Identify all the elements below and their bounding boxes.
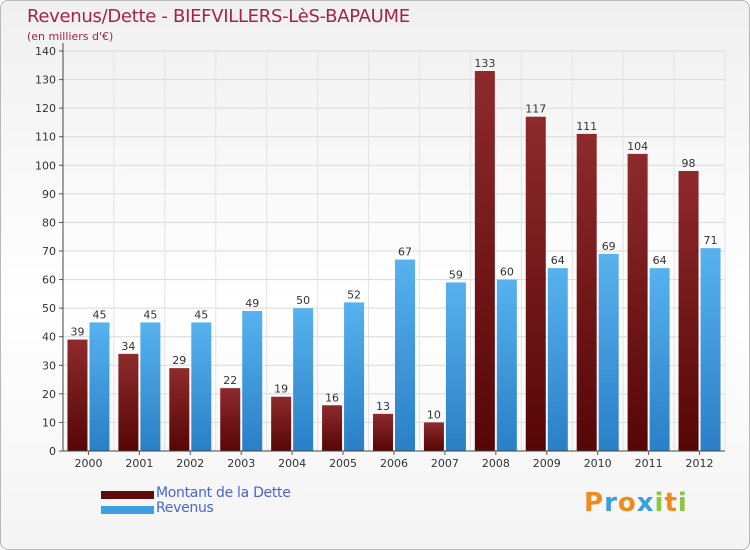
data-label-dette-2008: 133 xyxy=(474,57,495,70)
legend-label-dette: Montant de la Dette xyxy=(156,485,291,501)
bar-revenus-2005 xyxy=(344,302,365,451)
data-label-revenus-2012: 71 xyxy=(704,234,718,247)
y-tick-label: 120 xyxy=(35,102,56,115)
bar-dette-2007 xyxy=(423,422,444,451)
bar-revenus-2010 xyxy=(598,253,619,451)
bar-dette-2000 xyxy=(67,339,88,451)
bar-dette-2010 xyxy=(576,133,597,451)
x-tick-label-2000: 2000 xyxy=(74,457,102,470)
bar-revenus-2008 xyxy=(496,279,517,451)
x-tick-label-2006: 2006 xyxy=(380,457,408,470)
y-tick-label: 0 xyxy=(49,445,56,458)
bar-dette-2008 xyxy=(474,71,495,451)
bar-revenus-2000 xyxy=(89,322,110,451)
bar-revenus-2007 xyxy=(445,282,466,451)
data-label-revenus-2006: 67 xyxy=(398,246,412,259)
data-label-revenus-2000: 45 xyxy=(92,308,106,321)
logo-letter: i xyxy=(654,488,665,518)
proxiti-logo: Proxiti xyxy=(584,488,688,518)
bar-dette-2004 xyxy=(271,396,292,451)
x-tick-label-2010: 2010 xyxy=(584,457,612,470)
bar-revenus-2004 xyxy=(293,308,314,451)
data-label-revenus-2005: 52 xyxy=(347,288,361,301)
y-tick-label: 10 xyxy=(42,416,56,429)
data-label-dette-2010: 111 xyxy=(576,120,597,133)
bar-dette-2011 xyxy=(627,153,648,451)
legend-label-revenus: Revenus xyxy=(156,500,214,516)
data-label-dette-2006: 13 xyxy=(376,400,390,413)
x-tick-label-2007: 2007 xyxy=(431,457,459,470)
data-label-dette-2004: 19 xyxy=(274,383,288,396)
logo-letter: o xyxy=(617,488,637,518)
bar-revenus-2001 xyxy=(140,322,161,451)
data-label-revenus-2008: 60 xyxy=(500,266,514,279)
data-label-revenus-2010: 69 xyxy=(602,240,616,253)
data-label-revenus-2007: 59 xyxy=(449,268,463,281)
logo-letter: t xyxy=(664,488,678,518)
x-tick-label-2012: 2012 xyxy=(686,457,714,470)
data-label-dette-2002: 29 xyxy=(172,354,186,367)
x-tick-label-2011: 2011 xyxy=(635,457,663,470)
data-label-dette-2009: 117 xyxy=(525,103,546,116)
bar-dette-2009 xyxy=(525,116,546,451)
data-label-dette-2007: 10 xyxy=(427,408,441,421)
bar-revenus-2011 xyxy=(649,268,670,451)
bar-revenus-2006 xyxy=(395,259,415,451)
x-tick-label-2008: 2008 xyxy=(482,457,510,470)
bar-dette-2003 xyxy=(220,388,241,451)
y-tick-label: 130 xyxy=(35,74,56,87)
y-tick-label: 30 xyxy=(42,359,56,372)
logo-letter: i xyxy=(677,488,688,518)
x-tick-label-2004: 2004 xyxy=(278,457,306,470)
legend-swatch-dette xyxy=(101,491,154,499)
data-label-dette-2003: 22 xyxy=(223,374,237,387)
chart-title: Revenus/Dette - BIEFVILLERS-LèS-BAPAUME xyxy=(27,6,410,27)
bar-dette-2001 xyxy=(118,353,139,451)
bar-dette-2006 xyxy=(373,413,393,451)
y-tick-label: 80 xyxy=(42,216,56,229)
data-label-dette-2012: 98 xyxy=(682,157,696,170)
logo-letter: r xyxy=(604,488,618,518)
data-label-dette-2005: 16 xyxy=(325,391,339,404)
y-tick-label: 90 xyxy=(42,188,56,201)
data-label-revenus-2009: 64 xyxy=(551,254,565,267)
bar-revenus-2003 xyxy=(242,311,263,451)
bar-dette-2002 xyxy=(169,368,190,451)
x-tick-label-2003: 2003 xyxy=(227,457,255,470)
data-label-revenus-2011: 64 xyxy=(653,254,667,267)
x-tick-label-2002: 2002 xyxy=(176,457,204,470)
y-tick-label: 20 xyxy=(42,388,56,401)
y-tick-label: 140 xyxy=(35,45,56,58)
chart-subtitle: (en milliers d'€) xyxy=(27,30,114,43)
logo-letter: x xyxy=(636,488,655,518)
data-label-dette-2011: 104 xyxy=(627,140,648,153)
bar-revenus-2009 xyxy=(547,268,568,451)
y-tick-label: 60 xyxy=(42,274,56,287)
bar-revenus-2002 xyxy=(191,322,212,451)
data-label-dette-2000: 39 xyxy=(70,326,84,339)
x-tick-label-2005: 2005 xyxy=(329,457,357,470)
y-tick-label: 110 xyxy=(35,131,56,144)
x-tick-label-2009: 2009 xyxy=(533,457,561,470)
y-tick-label: 50 xyxy=(42,302,56,315)
data-label-revenus-2001: 45 xyxy=(143,308,157,321)
bar-dette-2012 xyxy=(678,171,699,451)
data-label-revenus-2002: 45 xyxy=(194,308,208,321)
data-label-revenus-2004: 50 xyxy=(296,294,310,307)
x-tick-label-2001: 2001 xyxy=(125,457,153,470)
logo-letter: P xyxy=(584,488,605,518)
bar-revenus-2012 xyxy=(700,248,721,451)
data-label-revenus-2003: 49 xyxy=(245,297,259,310)
legend-swatch-revenus xyxy=(101,506,154,514)
y-tick-label: 70 xyxy=(42,245,56,258)
y-tick-label: 40 xyxy=(42,331,56,344)
y-tick-label: 100 xyxy=(35,159,56,172)
bar-dette-2005 xyxy=(322,405,343,451)
data-label-dette-2001: 34 xyxy=(121,340,135,353)
